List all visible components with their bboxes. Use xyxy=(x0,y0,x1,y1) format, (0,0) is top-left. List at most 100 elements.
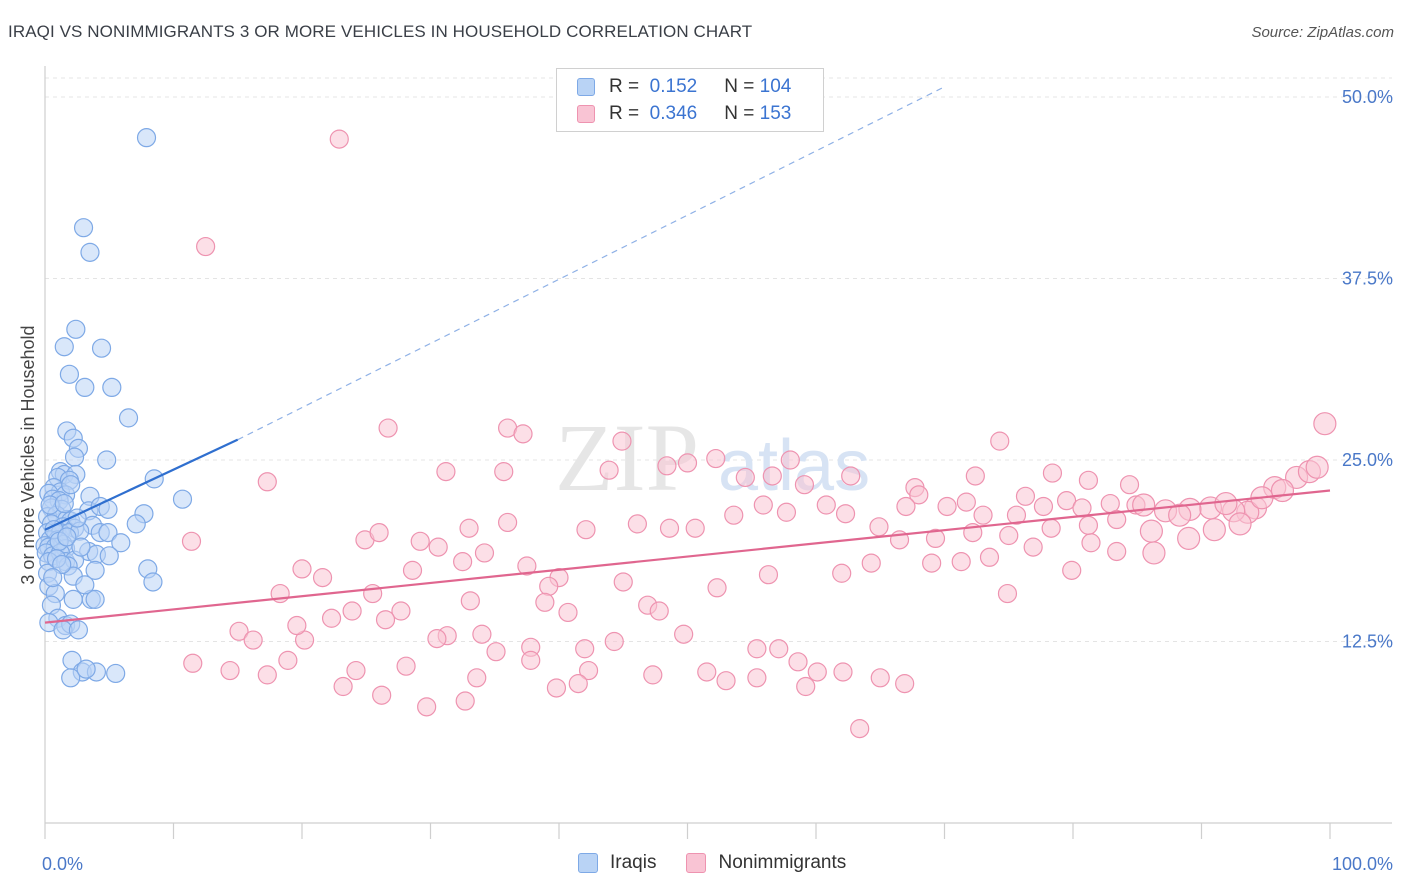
nonimmigrants-point xyxy=(657,456,677,476)
nonimmigrants-point xyxy=(578,660,599,681)
nonimmigrants-point xyxy=(925,528,946,549)
iraqis-point xyxy=(80,242,100,262)
nonimmigrants-point xyxy=(1006,505,1027,525)
legend-n-label-iraqis: N = xyxy=(724,76,755,97)
nonimmigrants-point xyxy=(1142,541,1166,565)
iraqis-point xyxy=(102,377,122,397)
iraqis-point xyxy=(118,408,139,428)
nonimmigrants-trend-line xyxy=(44,489,1331,624)
y-tick-label: 37.5% xyxy=(1342,269,1393,289)
iraqis-point xyxy=(54,493,74,514)
nonimmigrants-point xyxy=(486,642,506,662)
iraqis-point xyxy=(98,522,118,543)
nonimmigrants-point xyxy=(417,697,437,717)
bottom-legend-iraqis: Iraqis xyxy=(610,852,657,873)
iraqis-point xyxy=(106,663,126,684)
nonimmigrants-point xyxy=(183,653,203,673)
nonimmigrants-point xyxy=(391,601,411,621)
nonimmigrants-point xyxy=(758,565,779,585)
nonimmigrants-point xyxy=(455,691,475,711)
nonimmigrants-point xyxy=(220,660,240,681)
iraqis-point xyxy=(75,377,95,397)
nonimmigrants-point xyxy=(850,719,870,739)
iraqis-point xyxy=(85,560,105,580)
bottom-legend: Iraqis Nonimmigrants xyxy=(578,852,846,874)
nonimmigrants-point xyxy=(257,472,277,492)
chart-title: IRAQI VS NONIMMIGRANTS 3 OR MORE VEHICLE… xyxy=(8,22,753,41)
nonimmigrants-point xyxy=(1168,503,1192,527)
nonimmigrants-point xyxy=(1078,470,1099,490)
grid-lines xyxy=(45,77,1392,642)
nonimmigrants-point xyxy=(1023,537,1043,557)
nonimmigrants-point xyxy=(329,129,349,149)
nonimmigrants-point xyxy=(979,547,1000,567)
iraqis-point xyxy=(57,527,77,547)
nonimmigrants-point xyxy=(613,572,633,592)
nonimmigrants-point xyxy=(1132,493,1156,517)
iraqis-point xyxy=(61,475,81,495)
legend-n-value-nonimmigrants: 153 xyxy=(759,103,792,124)
nonimmigrants-point xyxy=(735,467,755,488)
iraqis-point xyxy=(73,218,94,238)
nonimmigrants-point xyxy=(546,678,567,698)
nonimmigrants-point xyxy=(649,601,669,621)
iraqis-point xyxy=(111,533,131,553)
nonimmigrants-point xyxy=(627,514,647,534)
nonimmigrants-point xyxy=(1041,518,1061,538)
nonimmigrants-point xyxy=(1081,533,1101,553)
x-tick-label-max: 100.0% xyxy=(1332,854,1393,874)
nonimmigrants-point xyxy=(472,624,492,644)
nonimmigrants-point xyxy=(956,492,976,512)
nonimmigrants-point xyxy=(575,639,595,659)
nonimmigrants-point xyxy=(333,676,353,697)
nonimmigrants-point xyxy=(951,552,971,572)
nonimmigrants-point xyxy=(576,520,596,540)
nonimmigrants-point xyxy=(1078,515,1099,535)
bottom-legend-swatch-nonimmigrants xyxy=(686,853,707,873)
nonimmigrants-point xyxy=(568,674,588,694)
nonimmigrants-point xyxy=(1313,412,1337,436)
nonimmigrants-point xyxy=(674,624,694,644)
nonimmigrants-point xyxy=(1305,455,1329,479)
nonimmigrants-point xyxy=(521,650,541,670)
iraqis-point xyxy=(66,319,86,339)
nonimmigrants-point xyxy=(1107,541,1127,562)
nonimmigrants-point xyxy=(1056,491,1077,511)
nonimmigrants-point xyxy=(762,466,782,486)
nonimmigrants-point xyxy=(453,552,473,572)
nonimmigrants-point xyxy=(1228,512,1252,536)
nonimmigrants-point xyxy=(402,560,423,580)
x-tick-label-min: 0.0% xyxy=(42,854,83,874)
nonimmigrants-point xyxy=(807,662,827,682)
nonimmigrants-point xyxy=(909,485,929,505)
legend-swatch-nonimmigrants xyxy=(577,105,595,123)
nonimmigrants-point xyxy=(1107,509,1127,530)
nonimmigrants-point xyxy=(697,662,717,682)
legend-row-nonimmigrants: R = 0.346 N = 153 xyxy=(577,102,791,126)
nonimmigrants-point xyxy=(724,505,744,525)
nonimmigrants-point xyxy=(796,676,816,697)
y-tick-label: 25.0% xyxy=(1342,450,1393,470)
nonimmigrants-point xyxy=(776,502,797,522)
nonimmigrants-point xyxy=(378,418,398,438)
nonimmigrants-point xyxy=(965,466,985,486)
tick-labels: 12.5% 25.0% 37.5% 50.0% 0.0% 100.0% xyxy=(42,87,1393,874)
nonimmigrants-point xyxy=(870,668,890,688)
nonimmigrants-point xyxy=(833,662,853,682)
nonimmigrants-point xyxy=(436,462,456,482)
nonimmigrants-point xyxy=(747,668,767,688)
nonimmigrants-point xyxy=(243,630,263,650)
iraqis-point xyxy=(76,659,96,679)
nonimmigrants-point xyxy=(861,553,881,573)
chart-source: Source: ZipAtlas.com xyxy=(1251,24,1394,41)
nonimmigrants-point xyxy=(342,601,362,621)
iraqis-point xyxy=(85,589,105,609)
nonimmigrants-point xyxy=(1100,493,1120,514)
nonimmigrants-point xyxy=(369,522,389,543)
iraqis-point xyxy=(75,575,95,595)
nonimmigrants-point xyxy=(1270,478,1295,503)
nonimmigrants-point xyxy=(599,460,619,480)
nonimmigrants-point xyxy=(287,615,307,636)
nonimmigrants-point xyxy=(1015,486,1036,506)
